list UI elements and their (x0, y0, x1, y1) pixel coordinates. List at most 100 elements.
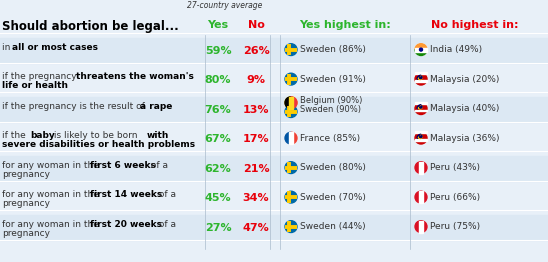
Wedge shape (417, 75, 421, 79)
Circle shape (285, 97, 297, 109)
Wedge shape (415, 191, 421, 203)
Wedge shape (417, 105, 421, 109)
Text: 80%: 80% (205, 75, 231, 85)
Text: Sweden (90%): Sweden (90%) (300, 105, 361, 114)
Text: pregnancy: pregnancy (2, 228, 50, 238)
Text: 27%: 27% (205, 223, 231, 233)
Text: Sweden (70%): Sweden (70%) (300, 193, 366, 201)
Wedge shape (421, 162, 427, 173)
Text: Peru (66%): Peru (66%) (430, 193, 480, 201)
Wedge shape (419, 135, 422, 138)
Text: for any woman in the: for any woman in the (2, 161, 102, 170)
Circle shape (285, 162, 297, 173)
Circle shape (285, 73, 297, 85)
Text: for any woman in the: for any woman in the (2, 190, 102, 199)
Wedge shape (421, 221, 427, 232)
Wedge shape (419, 106, 422, 108)
Circle shape (415, 221, 427, 232)
Text: in: in (2, 43, 13, 52)
Text: 45%: 45% (205, 193, 231, 203)
Bar (289, 132, 293, 144)
Text: Yes: Yes (208, 20, 229, 30)
Text: all or most cases: all or most cases (12, 43, 98, 52)
Text: is likely to be born: is likely to be born (51, 131, 143, 140)
Bar (419, 162, 423, 173)
Wedge shape (418, 135, 422, 139)
Text: 76%: 76% (204, 105, 231, 115)
Wedge shape (415, 162, 421, 173)
Circle shape (415, 44, 427, 56)
Circle shape (415, 73, 427, 85)
Wedge shape (285, 97, 291, 109)
Text: Malaysia (40%): Malaysia (40%) (430, 104, 499, 113)
Text: of a: of a (156, 220, 176, 229)
Bar (415, 80, 427, 82)
Wedge shape (415, 44, 427, 50)
Text: No highest in:: No highest in: (431, 20, 519, 30)
Text: Sweden (86%): Sweden (86%) (300, 45, 366, 54)
Text: 13%: 13% (243, 105, 269, 115)
Wedge shape (421, 191, 427, 203)
Bar (419, 221, 423, 232)
Circle shape (285, 106, 297, 117)
Text: 9%: 9% (247, 75, 265, 85)
Text: if the pregnancy is the result of: if the pregnancy is the result of (2, 102, 148, 111)
Text: Yes highest in:: Yes highest in: (299, 20, 391, 30)
Wedge shape (415, 221, 421, 232)
Bar (419, 191, 423, 203)
FancyBboxPatch shape (415, 48, 427, 52)
Text: 34%: 34% (243, 193, 269, 203)
Bar (289, 97, 293, 109)
Text: of a: of a (148, 161, 168, 170)
Bar (415, 102, 427, 104)
Text: 47%: 47% (243, 223, 270, 233)
Text: India (49%): India (49%) (430, 45, 482, 54)
Text: 59%: 59% (205, 46, 231, 56)
Text: Malaysia (20%): Malaysia (20%) (430, 75, 499, 84)
Text: Malaysia (36%): Malaysia (36%) (430, 134, 499, 143)
Text: France (85%): France (85%) (300, 134, 360, 143)
Text: first 14 weeks: first 14 weeks (90, 190, 162, 199)
Text: threatens the woman's: threatens the woman's (76, 72, 194, 81)
Text: a rape: a rape (140, 102, 173, 111)
Text: Peru (43%): Peru (43%) (430, 163, 480, 172)
Text: 67%: 67% (204, 134, 231, 144)
Circle shape (285, 132, 297, 144)
Text: 21%: 21% (243, 164, 269, 174)
FancyBboxPatch shape (0, 215, 548, 240)
Text: baby: baby (30, 131, 55, 140)
FancyBboxPatch shape (0, 156, 548, 181)
Wedge shape (418, 106, 422, 109)
Text: pregnancy: pregnancy (2, 199, 50, 208)
Wedge shape (419, 76, 422, 79)
Wedge shape (415, 50, 427, 56)
Text: Belgium (90%): Belgium (90%) (300, 96, 362, 105)
Wedge shape (418, 76, 422, 80)
Text: for any woman in the: for any woman in the (2, 220, 102, 229)
Circle shape (415, 103, 427, 114)
Text: Sweden (44%): Sweden (44%) (300, 222, 366, 231)
Circle shape (285, 191, 297, 203)
Text: pregnancy: pregnancy (2, 170, 50, 179)
Circle shape (420, 48, 423, 51)
Text: Peru (75%): Peru (75%) (430, 222, 480, 231)
Text: 27-country average: 27-country average (187, 1, 262, 10)
Text: No: No (248, 20, 265, 30)
Text: if the pregnancy: if the pregnancy (2, 72, 79, 81)
Text: life or health: life or health (2, 81, 68, 90)
Circle shape (285, 44, 297, 56)
Wedge shape (291, 132, 297, 144)
Text: with: with (147, 131, 169, 140)
Bar (415, 72, 427, 74)
Bar (415, 131, 427, 133)
Text: 17%: 17% (243, 134, 269, 144)
Circle shape (415, 162, 427, 173)
Wedge shape (417, 134, 421, 138)
FancyBboxPatch shape (0, 97, 548, 122)
Text: 26%: 26% (243, 46, 270, 56)
Bar (415, 139, 427, 141)
Text: first 20 weeks: first 20 weeks (90, 220, 162, 229)
Wedge shape (285, 132, 291, 144)
Circle shape (415, 132, 427, 144)
Text: if the: if the (2, 131, 28, 140)
